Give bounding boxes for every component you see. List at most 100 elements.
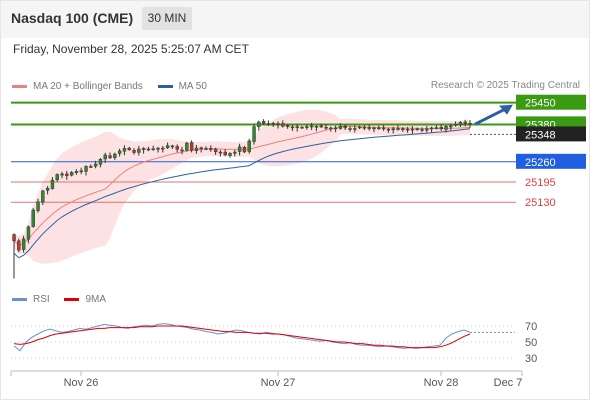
- candle-body: [357, 126, 362, 129]
- bollinger-swatch: [12, 85, 27, 88]
- interval-button[interactable]: 30 MIN: [142, 7, 192, 30]
- candle: [434, 125, 439, 130]
- candle: [45, 186, 50, 195]
- candle-body: [209, 148, 213, 150]
- candle-body: [276, 123, 280, 125]
- candle-body: [410, 128, 415, 131]
- x-tick-label: Dec 7: [494, 377, 523, 389]
- rsi-pane: 70 50 30: [11, 321, 537, 365]
- candle-body: [242, 146, 247, 153]
- candle: [415, 127, 419, 131]
- candle-body: [367, 127, 371, 129]
- candle: [137, 145, 141, 156]
- candle-body: [401, 128, 405, 130]
- candle-body: [333, 127, 338, 130]
- instrument-title: Nasdaq 100 (CME): [11, 10, 134, 26]
- candle-body: [84, 166, 88, 172]
- candle-body: [141, 148, 146, 150]
- candle-body: [381, 127, 386, 130]
- candle-body: [468, 122, 472, 125]
- candle: [338, 123, 343, 130]
- candle-body: [429, 127, 434, 130]
- rsi-swatch: [12, 298, 27, 301]
- candle-body: [132, 150, 136, 153]
- candle: [405, 126, 410, 133]
- candle: [242, 145, 247, 154]
- candle-body: [362, 126, 367, 129]
- candle: [324, 124, 328, 131]
- projection-arrow-shaft: [474, 107, 507, 126]
- rsi-tick-label: 70: [525, 321, 537, 333]
- candle-body: [69, 172, 74, 176]
- candle: [189, 140, 194, 153]
- candle: [314, 125, 319, 132]
- candle: [185, 141, 189, 152]
- candle: [156, 146, 160, 153]
- level-label-25130: 25130: [525, 197, 556, 209]
- candle-body: [309, 125, 314, 128]
- candle: [228, 152, 232, 158]
- candle-body: [31, 209, 35, 227]
- candle: [41, 189, 45, 206]
- candle-body: [415, 128, 419, 131]
- candle: [65, 170, 69, 180]
- candle: [89, 164, 93, 168]
- candle-body: [103, 154, 107, 160]
- candle: [218, 149, 223, 157]
- candle: [453, 121, 458, 127]
- candle-body: [165, 145, 170, 149]
- candle-body: [305, 126, 309, 128]
- candle: [31, 207, 35, 228]
- candle-body: [204, 148, 208, 150]
- level-label-25450: 25450: [525, 98, 556, 110]
- candle-body: [290, 126, 295, 129]
- candle: [141, 147, 146, 154]
- candle-body: [213, 148, 218, 153]
- candle: [429, 126, 434, 133]
- x-tick-label: Nov 26: [64, 377, 99, 389]
- rsi-legend: RSI 9MA: [12, 293, 118, 305]
- rsi-tick-label: 50: [525, 337, 537, 349]
- candle: [17, 238, 21, 253]
- candle-body: [420, 129, 424, 131]
- candle-body: [271, 122, 275, 125]
- candle: [386, 127, 391, 133]
- candle-body: [405, 128, 410, 131]
- legend-9ma-label: 9MA: [85, 294, 107, 305]
- candle-body: [425, 128, 429, 131]
- candle: [372, 126, 376, 133]
- candle-body: [449, 125, 453, 128]
- candle: [329, 126, 333, 132]
- candle: [79, 167, 83, 175]
- candle: [213, 147, 218, 155]
- candle-body: [348, 128, 352, 130]
- candle-body: [12, 234, 16, 242]
- candle: [271, 121, 275, 127]
- candle: [439, 124, 443, 131]
- candle: [410, 126, 415, 135]
- candle-body: [252, 126, 256, 142]
- candle: [175, 144, 179, 153]
- ma9-swatch: [64, 298, 80, 301]
- candle-body: [17, 240, 21, 251]
- candle-body: [377, 127, 381, 130]
- candle-body: [257, 121, 261, 127]
- candle-body: [218, 151, 223, 154]
- candle-body: [237, 146, 242, 152]
- level-label-25348: 25348: [525, 129, 556, 141]
- candle: [343, 124, 347, 131]
- candle-body: [329, 127, 333, 130]
- candle: [458, 121, 463, 127]
- candle: [204, 146, 208, 151]
- candle-body: [295, 126, 299, 128]
- legend-ma50-label: MA 50: [178, 81, 207, 92]
- rsi-series-9ma: [13, 325, 471, 349]
- candle-body: [285, 125, 290, 127]
- candle-body: [391, 128, 395, 131]
- legend-bollinger: MA 20 + Bollinger Bands: [12, 81, 143, 92]
- candle: [98, 158, 103, 168]
- candle: [257, 120, 261, 131]
- candle: [21, 235, 26, 253]
- candle: [333, 125, 338, 133]
